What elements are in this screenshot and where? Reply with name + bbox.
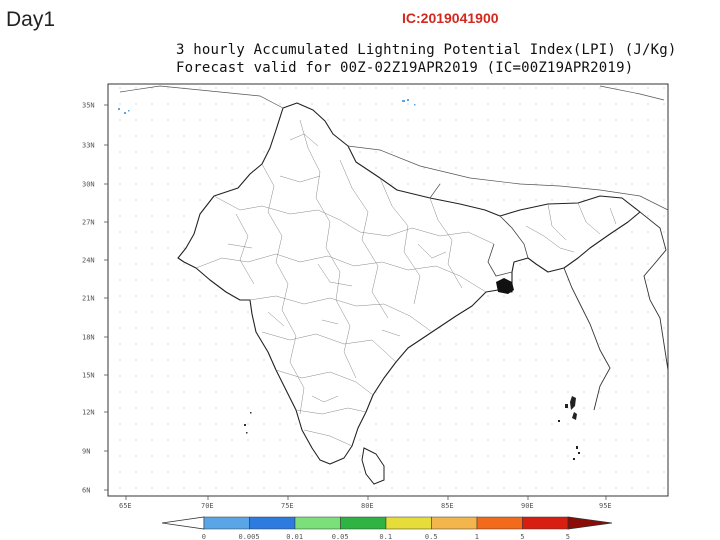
colorbar-label: 0.1	[379, 533, 392, 540]
lat-tick-label: 18N	[82, 334, 95, 342]
colorbar-swatch	[340, 516, 387, 530]
lon-tick-label: 90E	[521, 502, 534, 510]
low-lpi-spots	[118, 99, 416, 114]
initial-condition-label: IC:2019041900	[402, 10, 499, 26]
colorbar-swatch	[249, 516, 296, 530]
colorbar-label: 0.01	[286, 533, 303, 540]
colorbar-label: 0.05	[332, 533, 349, 540]
map-title: 3 hourly Accumulated Lightning Potential…	[176, 41, 676, 77]
colorbar-label: 0.5	[425, 533, 438, 540]
longitude-ticks: 65E 70E 75E 80E 85E 90E 95E	[119, 496, 612, 510]
northern-border	[119, 85, 669, 211]
colorbar-min-arrow	[161, 516, 205, 530]
district-boundaries	[195, 119, 617, 447]
lat-tick-label: 33N	[82, 142, 95, 150]
map-title-line-1: 3 hourly Accumulated Lightning Potential…	[176, 42, 677, 58]
lat-tick-label: 12N	[82, 409, 95, 417]
colorbar-label: 5	[566, 533, 570, 540]
eastern-border	[563, 211, 669, 411]
lat-tick-label: 27N	[82, 219, 95, 227]
colorbar-label: 0	[202, 533, 206, 540]
andaman-islands	[558, 396, 580, 460]
lon-tick-label: 65E	[119, 502, 132, 510]
colorbar-swatch	[294, 516, 341, 530]
colorbar-label: 5	[520, 533, 524, 540]
lon-tick-label: 70E	[201, 502, 214, 510]
latitude-ticks: 35N 33N 30N 27N 24N 21N 18N 15N 12N 9N 6N	[82, 102, 108, 495]
lat-tick-label: 35N	[82, 102, 95, 110]
lat-tick-label: 21N	[82, 295, 95, 303]
lat-tick-label: 30N	[82, 181, 95, 189]
colorbar-max-arrow	[567, 516, 613, 530]
lon-tick-label: 75E	[281, 502, 294, 510]
colorbar-label: 0.005	[239, 533, 260, 540]
colorbar-swatch	[431, 516, 478, 530]
lakshadweep-islands	[244, 412, 252, 434]
map-title-line-2: Forecast valid for 00Z-02Z19APR2019 (IC=…	[176, 60, 634, 76]
lat-tick-label: 9N	[82, 448, 90, 456]
high-lpi-region	[496, 278, 514, 294]
lat-tick-label: 15N	[82, 372, 95, 380]
colorbar-labels: 0 0.005 0.01 0.05 0.1 0.5 1 5 5	[202, 533, 570, 540]
colorbar-label: 1	[475, 533, 479, 540]
colorbar-swatch	[203, 516, 250, 530]
lon-tick-label: 95E	[599, 502, 612, 510]
day-label: Day1	[6, 8, 56, 31]
lat-tick-label: 24N	[82, 257, 95, 265]
lon-tick-label: 85E	[441, 502, 454, 510]
lat-tick-label: 6N	[82, 487, 90, 495]
sri-lanka-outline	[361, 447, 385, 485]
colorbar-swatch	[522, 516, 569, 530]
colorbar-swatch	[385, 516, 432, 530]
india-outline	[177, 102, 641, 465]
colorbar-swatch	[476, 516, 523, 530]
lon-tick-label: 80E	[361, 502, 374, 510]
colorbar	[161, 516, 613, 530]
bangladesh-outline	[487, 215, 529, 277]
